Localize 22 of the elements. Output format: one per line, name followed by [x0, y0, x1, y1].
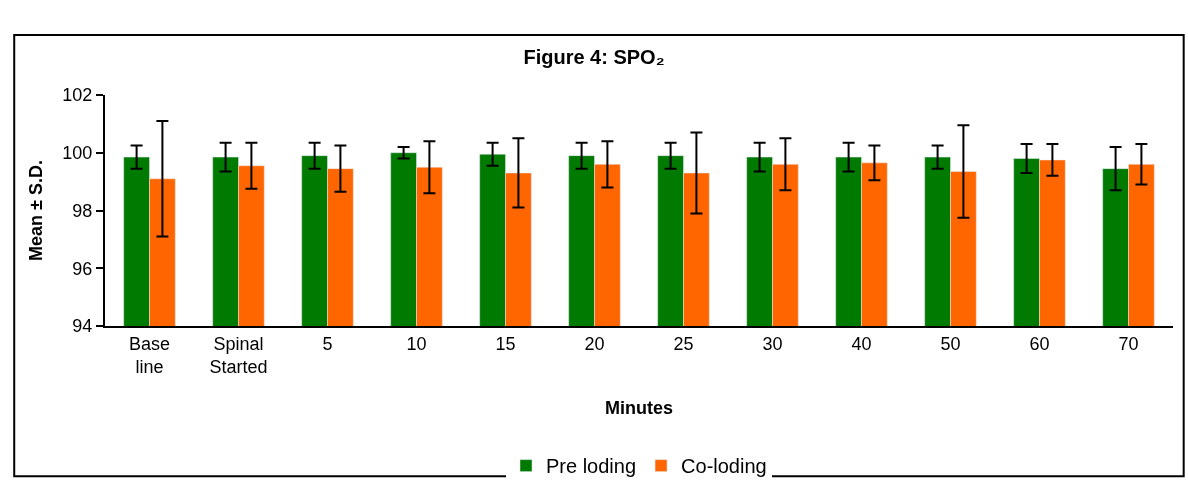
x-axis-title: Minutes: [604, 397, 674, 418]
legend-label: Co-loding: [681, 455, 767, 478]
y-tick-label: 100: [62, 143, 93, 164]
x-tick-label: 50: [940, 333, 961, 354]
legend-label: Pre loding: [546, 455, 637, 478]
x-tick-label: 15: [495, 333, 516, 354]
y-tick-label: 102: [62, 85, 93, 106]
x-tick-label: 40: [851, 333, 872, 354]
x-tick-label: Base line: [128, 333, 171, 377]
chart-title: Figure 4: SPO₂: [523, 45, 665, 68]
x-tick-label: 60: [1029, 333, 1050, 354]
y-tick-label: 96: [72, 258, 93, 279]
x-tick-label: 70: [1118, 333, 1139, 354]
y-axis-title: Mean ± S.D.: [26, 160, 47, 261]
x-tick-label: 10: [406, 333, 427, 354]
x-tick-label: 20: [584, 333, 605, 354]
x-tick-label: 5: [322, 333, 333, 354]
y-tick-label: 98: [72, 200, 93, 221]
x-tick-label: 30: [762, 333, 783, 354]
y-tick-label: 94: [72, 316, 93, 337]
x-tick-label: Spinal Started: [209, 333, 268, 377]
x-tick-label: 25: [673, 333, 694, 354]
